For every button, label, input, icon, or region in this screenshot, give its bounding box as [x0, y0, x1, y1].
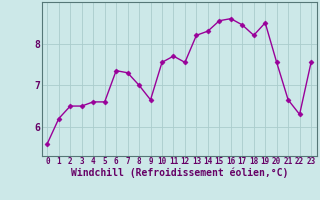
- X-axis label: Windchill (Refroidissement éolien,°C): Windchill (Refroidissement éolien,°C): [70, 167, 288, 178]
